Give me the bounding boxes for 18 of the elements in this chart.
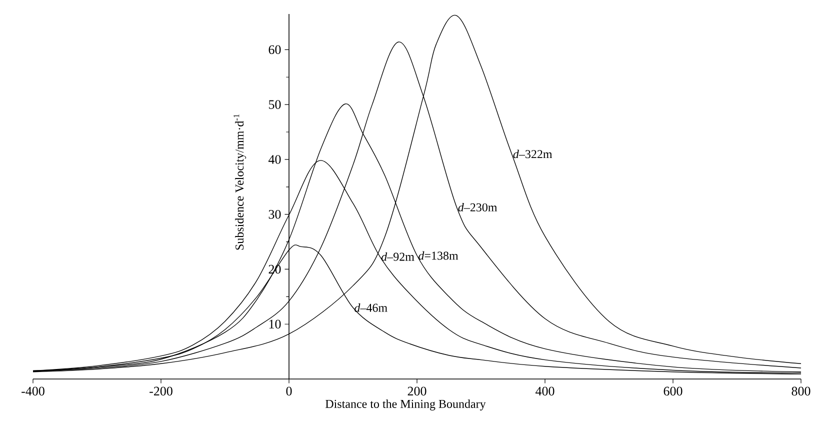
- x-tick-label: -200: [150, 386, 172, 396]
- x-axis-title: Distance to the Mining Boundary: [326, 400, 486, 410]
- y-tick-label: 30: [268, 210, 281, 219]
- series-label: d–92m: [381, 252, 414, 261]
- y-tick-label: 10: [269, 320, 281, 328]
- x-tick-label: -400: [22, 386, 44, 396]
- x-tick-label: 200: [408, 386, 426, 396]
- y-tick-label: 60: [268, 45, 281, 54]
- series-label: d–230m: [458, 202, 498, 212]
- x-tick-label: 600: [664, 386, 682, 396]
- series-label: d–322m: [513, 150, 552, 158]
- x-tick-label: 400: [536, 386, 554, 396]
- series-label: d=138m: [418, 251, 458, 260]
- x-tick-label: 0: [286, 386, 292, 396]
- y-axis-title: Subsidence Velocity/mm·d$^{-1}$: [234, 114, 246, 250]
- y-tick-label: 50: [268, 100, 281, 109]
- y-tick-label: 40: [268, 155, 281, 164]
- x-tick-label: 800: [792, 386, 810, 396]
